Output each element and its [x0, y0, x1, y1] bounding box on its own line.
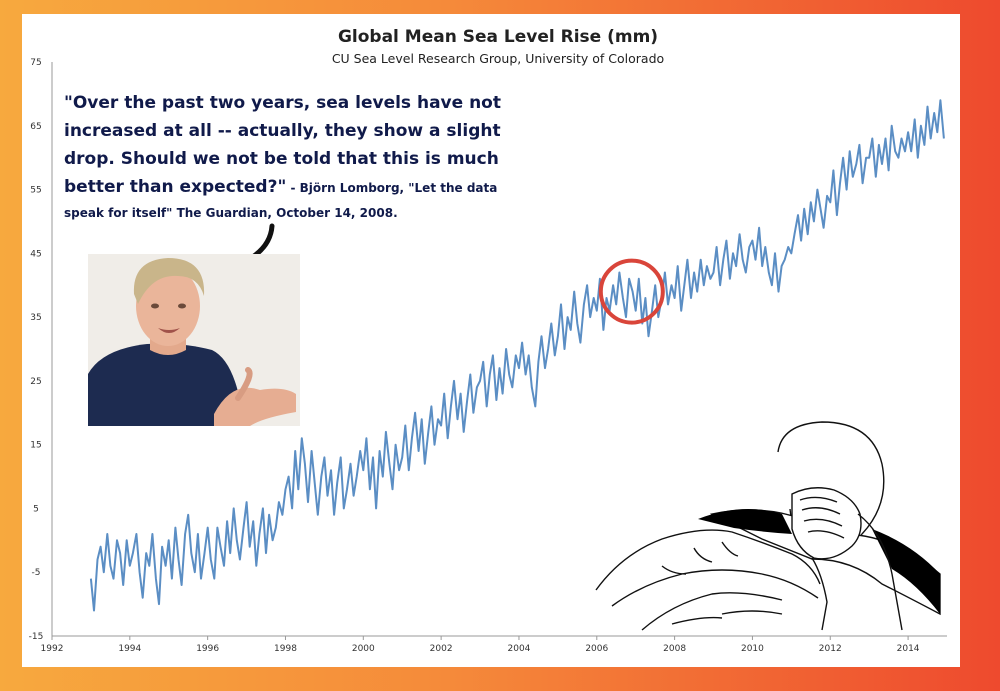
x-tick-label: 2006: [585, 644, 608, 654]
chart-title: Global Mean Sea Level Rise (mm): [338, 27, 658, 47]
axes: [51, 62, 947, 637]
quote-line-4-main: better than expected?": [64, 177, 286, 197]
quote-line-3: drop. Should we not be told that this is…: [64, 149, 499, 169]
facepalm-icon: [595, 421, 941, 631]
x-tick-labels: 1992 1994 1996 1998 2000 2002 2004 2006 2008 2010…: [41, 636, 920, 654]
chart-panel: Global Mean Sea Level Rise (mm) CU Sea L…: [22, 14, 960, 667]
highlight-circle: [598, 258, 665, 325]
speaker-photo-icon: [88, 254, 300, 426]
x-tick-label: 1994: [118, 644, 141, 654]
y-tick-label: 35: [30, 313, 41, 323]
x-tick-label: 2010: [741, 644, 764, 654]
y-tick-label: 45: [30, 249, 41, 259]
x-tick-label: 2004: [508, 644, 531, 654]
x-tick-label: 1998: [274, 644, 297, 654]
x-tick-label: 2002: [430, 644, 453, 654]
sea-level-chart: Global Mean Sea Level Rise (mm) CU Sea L…: [29, 27, 947, 654]
attribution-line-1: - Björn Lomborg, "Let the data: [286, 181, 497, 195]
y-tick-label: -5: [32, 568, 41, 578]
x-tick-label: 1992: [41, 644, 64, 654]
quote-line-4: better than expected?" - Björn Lomborg, …: [64, 177, 497, 197]
chart-subtitle: CU Sea Level Research Group, University …: [332, 51, 664, 66]
attribution-line-2: speak for itself" The Guardian, October …: [64, 206, 398, 220]
x-tick-label: 1996: [196, 644, 219, 654]
y-tick-labels: 75 65 55 45 35 25 15 5 -5 -15: [29, 58, 44, 642]
y-tick-label: 25: [30, 377, 41, 387]
x-tick-label: 2012: [819, 644, 842, 654]
quote-line-1: "Over the past two years, sea levels hav…: [64, 93, 501, 113]
y-tick-label: 55: [30, 186, 41, 196]
x-tick-label: 2014: [897, 644, 920, 654]
x-tick-label: 2000: [352, 644, 375, 654]
y-tick-label: -15: [29, 632, 44, 642]
y-tick-label: 5: [33, 504, 39, 514]
quote-line-2: increased at all -- actually, they show …: [64, 121, 501, 141]
x-tick-label: 2008: [663, 644, 686, 654]
y-tick-label: 15: [30, 441, 41, 451]
series-line-sea-level: [89, 99, 945, 612]
y-tick-label: 75: [30, 58, 41, 68]
y-tick-label: 65: [30, 122, 41, 132]
quote-annotation: "Over the past two years, sea levels hav…: [64, 93, 501, 271]
